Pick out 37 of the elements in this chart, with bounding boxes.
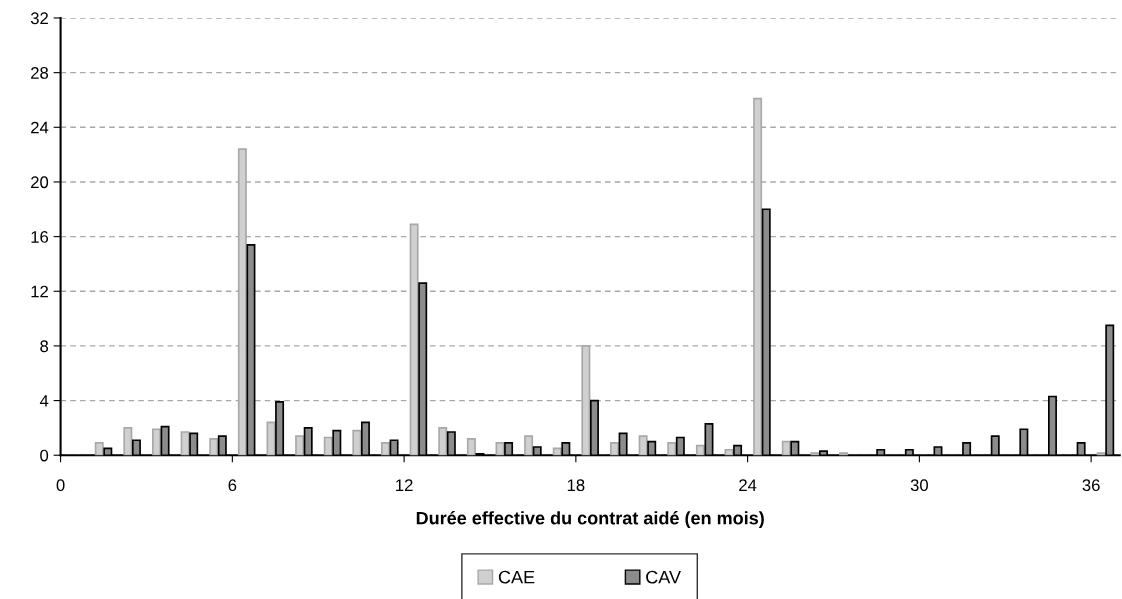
y-tick-label: 8 — [40, 340, 49, 353]
x-tick-label: 12 — [396, 479, 413, 491]
x-axis-title: Durée effective du contrat aidé (en mois) — [416, 511, 764, 529]
bar — [295, 435, 305, 456]
bar — [667, 442, 677, 456]
bar — [466, 438, 476, 456]
y-tick-label: 28 — [31, 67, 49, 79]
bar — [610, 442, 619, 456]
bar — [638, 435, 648, 456]
bar — [94, 442, 104, 456]
bar — [438, 427, 448, 456]
x-tick-label: 0 — [56, 479, 65, 492]
y-tick-label: 0 — [40, 449, 49, 462]
bar — [209, 438, 219, 456]
legend-label: CAE — [498, 570, 535, 584]
bar — [524, 435, 534, 456]
x-tick-label: 24 — [739, 479, 757, 491]
bar — [810, 452, 820, 456]
y-tick-label: 20 — [31, 176, 49, 189]
y-tick-label: 4 — [39, 395, 49, 407]
bar — [495, 442, 505, 456]
bar — [152, 428, 161, 456]
x-tick-label: 30 — [910, 479, 928, 492]
y-tick-label: 32 — [30, 12, 48, 25]
bar — [352, 429, 362, 456]
bar — [123, 427, 133, 456]
legend-label: CAV — [646, 570, 681, 584]
x-tick-label: 36 — [1082, 479, 1100, 492]
x-tick-label: 6 — [228, 479, 237, 492]
bar — [180, 431, 190, 456]
bar — [381, 442, 390, 456]
y-tick-label: 24 — [31, 121, 49, 134]
bar — [1096, 452, 1106, 456]
bar — [839, 452, 848, 456]
y-tick-label: 16 — [31, 231, 49, 243]
y-tick-label: 12 — [31, 285, 48, 298]
x-tick-label: 18 — [567, 479, 585, 492]
